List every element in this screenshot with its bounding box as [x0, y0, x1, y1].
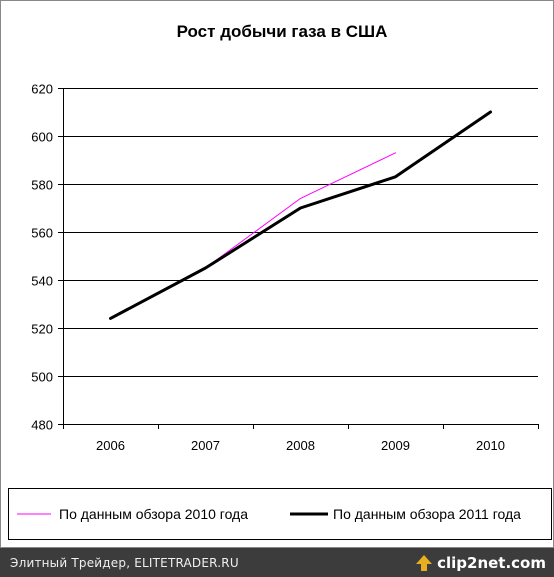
brand: clip2net.com: [415, 554, 546, 572]
y-tick-label: 520: [31, 322, 53, 337]
brand-text: clip2net.com: [437, 553, 546, 572]
legend-box: [8, 488, 552, 540]
y-tick-label: 580: [31, 178, 53, 193]
y-tick-label: 540: [31, 274, 53, 289]
y-tick-label: 620: [31, 82, 53, 97]
x-tick-label: 2006: [96, 438, 125, 453]
series-line-2: [109, 110, 492, 320]
x-tick-label: 2008: [286, 438, 315, 453]
chart: Рост добычи газа в США 480 500 520 540 560 58…: [0, 0, 554, 548]
chart-title: Рост добычи газа в США: [177, 22, 388, 41]
y-tick-label: 600: [31, 130, 53, 145]
legend-label-2: По данным обзора 2011 года: [333, 506, 521, 522]
x-tick-label: 2007: [191, 438, 220, 453]
upload-arrow-icon: [416, 554, 433, 571]
x-tick-label: 2010: [476, 438, 505, 453]
x-tick-label: 2009: [381, 438, 410, 453]
y-tick-label: 560: [31, 226, 53, 241]
chart-border: [0, 0, 554, 548]
y-tick-label: 480: [31, 418, 53, 433]
legend-label-1: По данным обзора 2010 года: [59, 506, 248, 522]
y-tick-label: 500: [31, 370, 53, 385]
footer-text: Элитный Трейдер, ELITETRADER.RU: [10, 555, 239, 570]
footer-bar: Элитный Трейдер, ELITETRADER.RU clip2net…: [0, 548, 554, 577]
